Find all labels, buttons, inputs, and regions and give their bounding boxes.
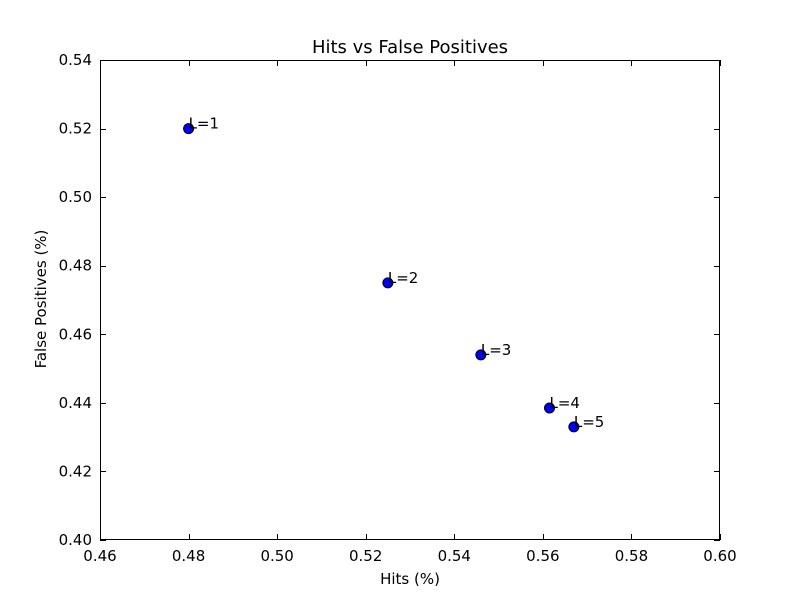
x-tick-label: 0.60 xyxy=(703,547,736,565)
y-tick-label: 0.50 xyxy=(59,188,92,206)
y-tick-label: 0.54 xyxy=(59,51,92,69)
y-tick-label: 0.44 xyxy=(59,394,92,412)
y-tick-label: 0.52 xyxy=(59,120,92,138)
x-tick-label: 0.48 xyxy=(172,547,205,565)
y-axis-label: False Positives (%) xyxy=(32,230,50,369)
x-tick-label: 0.56 xyxy=(526,547,559,565)
point-label: L=1 xyxy=(189,115,219,133)
y-tick-label: 0.42 xyxy=(59,462,92,480)
x-tick-label: 0.58 xyxy=(615,547,648,565)
point-label: L=2 xyxy=(388,269,418,287)
plot-frame xyxy=(100,60,720,540)
x-tick-label: 0.50 xyxy=(260,547,293,565)
scatter-point xyxy=(183,123,195,135)
x-tick-label: 0.46 xyxy=(83,547,116,565)
scatter-point xyxy=(568,421,580,433)
ticks-layer: 0.46 0.48 0.50 0.52 0.54 0.56 0.58 0.60 0.40 0.42… xyxy=(59,51,737,565)
x-tick-label: 0.52 xyxy=(349,547,382,565)
scatter-point xyxy=(475,349,487,361)
x-tick-label: 0.54 xyxy=(438,547,471,565)
y-tick-label: 0.46 xyxy=(59,325,92,343)
scatter-point xyxy=(382,277,394,289)
chart-title: Hits vs False Positives xyxy=(312,37,508,58)
y-tick-label: 0.40 xyxy=(59,531,92,549)
point-label: L=4 xyxy=(550,394,580,412)
point-label: L=5 xyxy=(574,413,604,431)
point-label: L=3 xyxy=(481,341,511,359)
y-tick-label: 0.48 xyxy=(59,257,92,275)
scatter-point xyxy=(544,402,555,414)
points-layer: L=1 L=2 L=3 L=4L=5 xyxy=(183,115,604,433)
x-axis-label: Hits (%) xyxy=(380,570,440,588)
